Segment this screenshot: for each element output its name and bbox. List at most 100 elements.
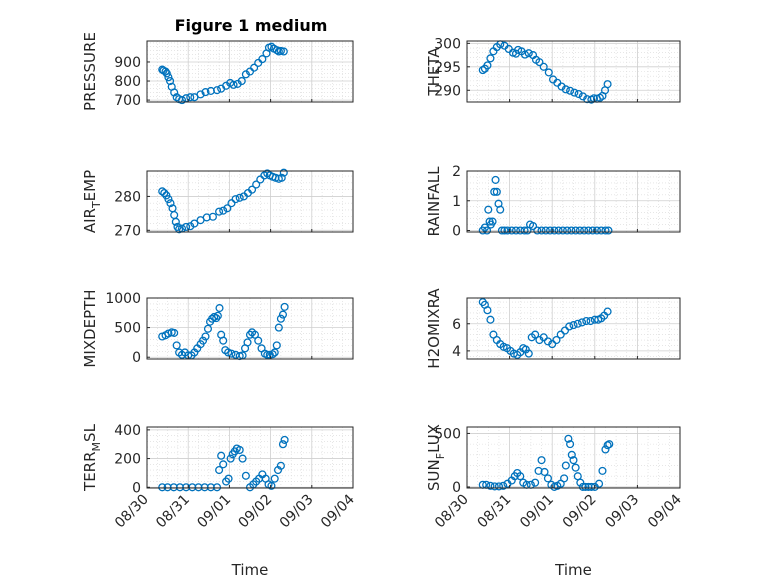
data-point: [235, 445, 244, 455]
data-point: [531, 478, 540, 487]
data-point: [243, 338, 252, 347]
data-point: [511, 226, 521, 235]
data-point: [158, 483, 167, 492]
x-axis-label: Time: [231, 561, 269, 579]
series-markers: [158, 435, 289, 492]
data-point: [172, 341, 181, 350]
data-point: [520, 226, 529, 235]
data-point: [263, 350, 272, 359]
data-point: [595, 479, 604, 488]
data-point: [223, 204, 232, 213]
x-tick-label: 09/01: [194, 492, 234, 532]
data-point: [565, 322, 574, 331]
data-point: [577, 318, 587, 327]
y-tick-label: 300: [434, 36, 461, 52]
data-point: [569, 321, 578, 330]
x-tick-label: 09/04: [645, 491, 685, 531]
data-point: [537, 226, 546, 235]
y-label-main: TERR: [81, 451, 99, 492]
y-tick-label: 270: [114, 223, 141, 239]
data-point: [539, 62, 548, 71]
series-markers: [158, 302, 289, 361]
series-markers: [478, 175, 613, 235]
data-point: [540, 467, 549, 476]
data-point: [203, 324, 213, 333]
data-point: [564, 434, 573, 443]
data-point: [166, 76, 175, 86]
data-point: [217, 451, 226, 460]
data-point: [241, 471, 250, 480]
x-tick-label: 09/01: [517, 492, 557, 532]
data-point: [278, 310, 288, 319]
data-point: [213, 311, 222, 320]
axes-box: [146, 297, 354, 360]
y-tick-label: 0: [132, 350, 141, 366]
y-axis-label: PRESSURE: [81, 32, 99, 111]
data-point: [219, 336, 228, 345]
data-point: [231, 195, 240, 204]
data-point: [554, 226, 563, 235]
data-point: [543, 474, 552, 483]
data-point: [170, 328, 179, 337]
data-point: [277, 173, 286, 182]
data-point: [601, 445, 610, 454]
data-point: [171, 217, 180, 226]
data-point: [581, 482, 590, 491]
data-point: [252, 180, 261, 189]
data-point: [250, 330, 259, 339]
data-point: [182, 222, 191, 231]
data-point: [215, 304, 224, 313]
data-point: [280, 302, 289, 311]
data-point: [177, 96, 187, 105]
data-point: [276, 314, 285, 323]
axes-box: [146, 170, 354, 233]
data-point: [279, 47, 288, 56]
data-point: [605, 440, 614, 449]
grid: [146, 171, 354, 232]
axes-box: [146, 426, 354, 489]
y-label-subscript: F: [434, 453, 447, 459]
y-tick-label: 500: [434, 426, 461, 442]
data-point: [201, 332, 210, 341]
data-point: [492, 187, 501, 196]
y-label-main: AIR: [81, 208, 99, 233]
series-markers: [158, 42, 288, 105]
data-point: [582, 316, 591, 326]
figure-title: Figure 1 medium: [175, 16, 328, 35]
data-point: [215, 207, 224, 216]
x-axis-label: Time: [554, 561, 592, 579]
y-label-rest: LUX: [425, 424, 443, 453]
data-point: [486, 315, 495, 324]
data-point: [499, 481, 508, 490]
data-point: [488, 217, 497, 226]
y-tick-label: 1000: [105, 291, 141, 307]
data-point: [219, 206, 228, 215]
data-point: [563, 226, 572, 235]
data-point: [531, 330, 540, 339]
y-tick-label: 800: [114, 74, 141, 90]
x-tick-label: 08/30: [432, 492, 472, 532]
data-point: [201, 88, 210, 97]
data-point: [267, 481, 276, 490]
subplot-sunflux: 0 500 08/30 08/31 09/01 09/02 09/03 09/04 SUNFLU…: [425, 424, 685, 579]
data-point: [276, 461, 285, 470]
y-tick-label: 1: [452, 194, 461, 210]
data-point: [561, 461, 570, 470]
data-point: [235, 193, 244, 202]
data-point: [245, 330, 255, 339]
data-point: [162, 69, 171, 78]
data-point: [279, 168, 288, 177]
data-point: [224, 474, 233, 483]
data-point: [254, 58, 263, 67]
y-tick-label: 4: [452, 344, 461, 360]
data-point: [535, 58, 544, 67]
data-point: [256, 175, 265, 184]
y-label-subscript: T: [90, 201, 103, 209]
grid: [146, 41, 354, 102]
data-point: [272, 341, 281, 350]
data-point: [575, 226, 584, 235]
data-point: [490, 482, 499, 491]
y-tick-label: 6: [452, 317, 461, 333]
data-point: [278, 440, 288, 449]
data-point: [158, 187, 167, 196]
